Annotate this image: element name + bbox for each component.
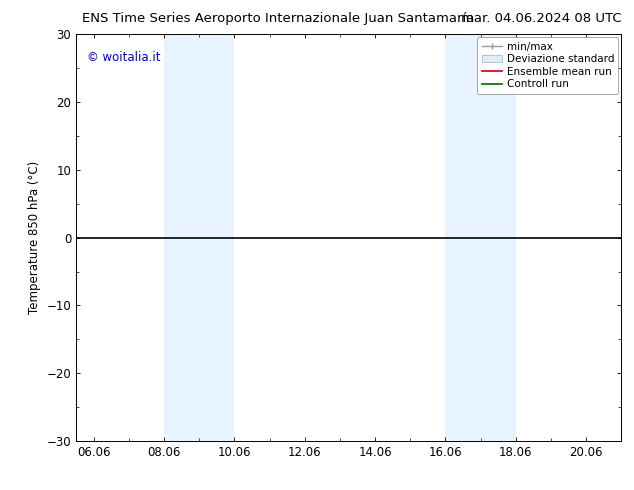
Y-axis label: Temperature 850 hPa (°C): Temperature 850 hPa (°C) [28, 161, 41, 314]
Text: ENS Time Series Aeroporto Internazionale Juan Santamaría: ENS Time Series Aeroporto Internazionale… [82, 12, 475, 25]
Text: mar. 04.06.2024 08 UTC: mar. 04.06.2024 08 UTC [461, 12, 621, 25]
Text: © woitalia.it: © woitalia.it [87, 50, 160, 64]
Bar [164, 34, 235, 441]
Bar [446, 34, 516, 441]
Legend: min/max, Deviazione standard, Ensemble mean run, Controll run: min/max, Deviazione standard, Ensemble m… [477, 37, 618, 94]
